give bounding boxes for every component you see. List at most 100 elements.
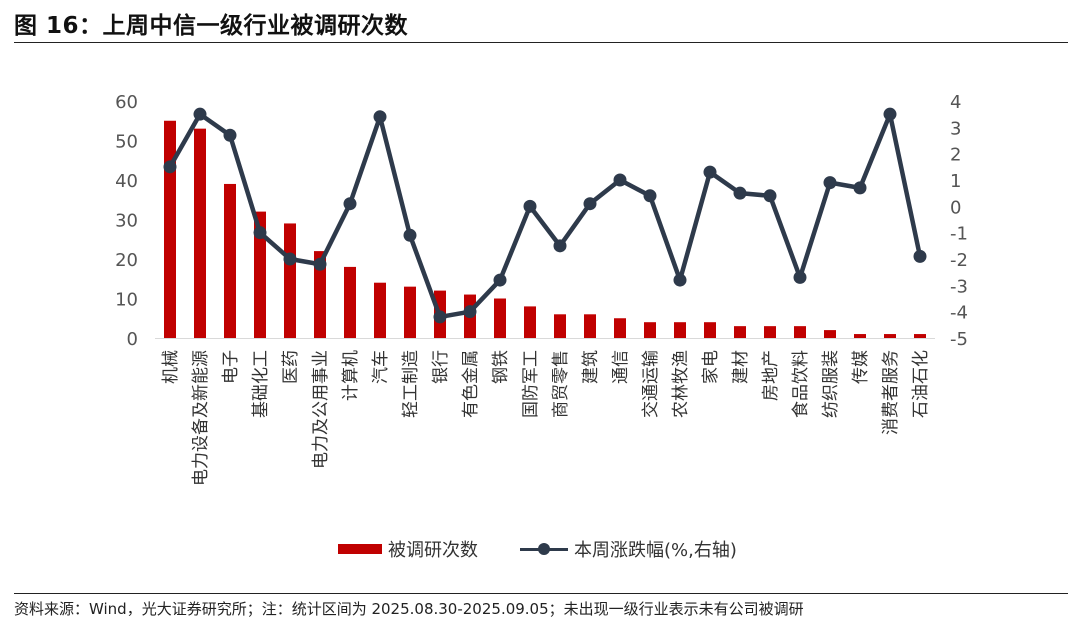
left-tick-label: 50	[115, 132, 138, 153]
bar	[284, 223, 296, 338]
left-tick-label: 40	[115, 171, 138, 192]
line-point	[823, 176, 837, 190]
category-label: 电子	[221, 350, 241, 384]
legend-bar-label: 被调研次数	[388, 540, 478, 561]
line-point	[193, 107, 207, 121]
line-point	[703, 165, 717, 179]
bar	[674, 322, 686, 338]
line-point	[583, 197, 597, 211]
bar	[554, 314, 566, 338]
line-point	[403, 228, 417, 242]
category-label: 石油石化	[911, 350, 931, 418]
bar	[374, 282, 386, 338]
bar	[314, 251, 326, 338]
left-tick-label: 20	[115, 250, 138, 271]
legend-line-swatch	[520, 542, 568, 556]
category-label: 电力及公用事业	[311, 350, 331, 469]
line-series	[168, 111, 923, 320]
right-tick-label: -4	[950, 303, 968, 324]
right-axis-ticks: 4 3 2 1 0 -1 -2 -3 -4 -5	[950, 92, 968, 350]
left-tick-label: 30	[115, 211, 138, 232]
line-point	[433, 310, 447, 324]
right-tick-label: 2	[950, 145, 961, 166]
line-point	[763, 189, 777, 203]
bar	[194, 128, 206, 338]
category-label: 交通运输	[641, 350, 661, 418]
right-tick-label: -3	[950, 276, 968, 297]
line-point	[343, 197, 357, 211]
bar	[404, 286, 416, 338]
bar	[764, 326, 776, 338]
category-label: 纺织服装	[821, 350, 841, 418]
category-label: 汽车	[371, 350, 391, 384]
legend-bar-swatch	[338, 544, 382, 554]
title-rule	[14, 42, 1068, 43]
category-label: 计算机	[341, 350, 361, 401]
bar	[614, 318, 626, 338]
bar	[524, 306, 536, 338]
bar	[254, 211, 266, 338]
line-point	[853, 181, 867, 195]
category-label: 传媒	[851, 350, 871, 384]
bar	[884, 334, 896, 338]
category-labels: 机械 电力设备及新能源 电子 基础化工 医药 电力及公用事业 计算机 汽车 轻工制造 银行 有色金属…	[161, 350, 931, 486]
bar	[164, 120, 176, 338]
line-point	[223, 128, 237, 142]
line-point	[883, 107, 897, 121]
source-note: 资料来源：Wind，光大证券研究所；注：统计区间为 2025.08.30-202…	[14, 600, 804, 618]
line-point	[553, 239, 567, 253]
right-tick-label: 3	[950, 118, 961, 139]
figure-title: 图 16：上周中信一级行业被调研次数	[14, 13, 409, 39]
left-tick-label: 10	[115, 290, 138, 311]
category-label: 基础化工	[251, 350, 271, 418]
line-point	[283, 252, 297, 266]
line-points	[163, 107, 927, 324]
legend-item-bars: 被调研次数	[338, 536, 478, 562]
category-label: 银行	[431, 350, 451, 384]
category-label: 商贸零售	[551, 350, 571, 418]
category-label: 家电	[701, 350, 721, 384]
footer-rule	[14, 593, 1068, 594]
right-tick-label: -2	[950, 250, 968, 271]
right-tick-label: 1	[950, 171, 961, 192]
right-tick-label: -1	[950, 224, 968, 245]
legend-line-label: 本周涨跌幅(%,右轴)	[574, 540, 737, 561]
category-label: 轻工制造	[401, 350, 421, 418]
category-label: 通信	[611, 350, 631, 384]
bar-series	[164, 120, 926, 338]
bar	[794, 326, 806, 338]
category-label: 农林牧渔	[671, 350, 691, 418]
bar	[734, 326, 746, 338]
bar	[224, 183, 236, 338]
line-point	[493, 273, 507, 287]
line-point	[643, 189, 657, 203]
line-point	[733, 186, 747, 200]
bar	[584, 314, 596, 338]
category-label: 钢铁	[491, 350, 511, 384]
left-tick-label: 60	[115, 92, 138, 113]
category-label: 电力设备及新能源	[191, 350, 211, 486]
bar	[344, 266, 356, 338]
line-point	[673, 273, 687, 287]
bar	[914, 334, 926, 338]
line-point	[463, 305, 477, 319]
line-point	[163, 160, 177, 174]
line-point	[523, 199, 537, 213]
left-tick-label: 0	[127, 329, 138, 350]
line-point	[373, 110, 387, 124]
line-point	[613, 173, 627, 187]
category-label: 消费者服务	[881, 350, 901, 435]
right-tick-label: 4	[950, 92, 961, 113]
legend-item-line: 本周涨跌幅(%,右轴)	[520, 536, 737, 562]
right-tick-label: -5	[950, 329, 968, 350]
bar	[494, 298, 506, 338]
category-label: 国防军工	[521, 350, 541, 418]
legend: 被调研次数 本周涨跌幅(%,右轴)	[0, 536, 1080, 564]
right-tick-label: 0	[950, 197, 961, 218]
bar	[644, 322, 656, 338]
bar	[704, 322, 716, 338]
line-point	[313, 257, 327, 271]
category-label: 食品饮料	[791, 350, 811, 418]
line-point	[253, 226, 267, 240]
